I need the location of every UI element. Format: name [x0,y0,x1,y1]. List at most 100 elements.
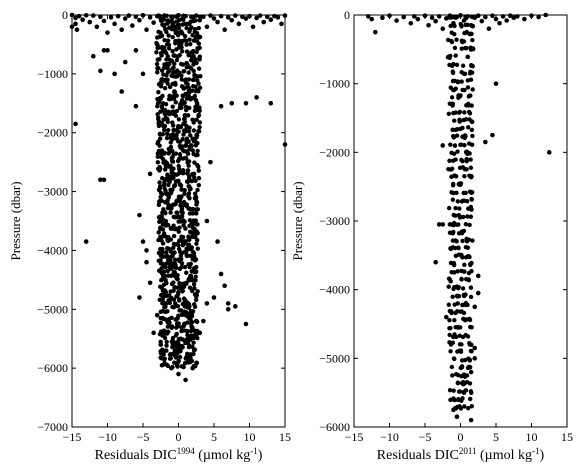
data-point [460,63,466,68]
data-point [158,109,163,114]
data-point [182,21,187,27]
data-point [463,190,468,196]
data-point [188,328,194,334]
data-point [451,396,456,401]
data-point [157,13,163,19]
data-point [179,73,184,78]
data-point [91,13,96,18]
data-point [185,160,190,165]
data-point [187,147,192,152]
data-point [466,254,472,259]
data-point [171,305,177,310]
data-point [189,222,194,227]
data-point [464,317,470,322]
data-point [446,205,452,211]
data-point [455,149,460,154]
data-point [467,189,473,194]
data-point [156,202,162,208]
data-point [151,20,156,25]
data-point [468,417,474,423]
data-point [465,245,471,250]
data-point [157,180,162,185]
data-point [450,70,456,76]
data-point [157,131,163,137]
data-point [467,222,472,228]
data-point [275,15,281,20]
data-point [158,355,163,360]
data-point [173,29,178,34]
data-point [369,16,375,22]
data-point [166,182,171,188]
data-point [459,398,464,403]
data-point [161,300,166,305]
data-point [162,62,167,67]
data-point [191,128,197,133]
data-point [185,300,190,305]
x-tick-label: 10 [526,430,538,444]
data-point [156,29,161,35]
data-point [175,72,181,78]
data-point [191,68,196,74]
data-point [182,241,187,246]
data-point [211,16,217,21]
data-point [168,210,173,215]
y-axis-label: Pressure (dbar) [8,181,23,260]
data-point [454,37,459,42]
data-point [194,241,199,246]
data-point [450,373,455,378]
data-point [191,151,196,157]
data-point [183,107,189,113]
data-point [162,335,168,341]
data-point [147,15,153,20]
data-point [459,24,464,29]
data-point [458,126,463,132]
data-point [182,312,187,317]
data-point [215,239,220,244]
data-point [454,414,460,420]
data-point [166,257,171,262]
data-point [387,13,392,18]
data-point [98,177,103,183]
data-point [164,13,169,18]
data-point [196,89,201,94]
data-point [164,29,169,35]
data-point [164,163,170,168]
data-point [185,84,190,90]
data-point [167,111,172,117]
data-point [196,66,202,71]
data-point [182,116,187,121]
data-point [469,404,475,409]
data-point [184,281,189,286]
data-point [229,100,235,106]
y-tick-label: 0 [344,8,350,22]
data-point [164,250,169,255]
data-point [164,331,170,336]
y-tick-label: −1000 [319,77,350,91]
data-point [453,157,458,162]
data-point [466,103,471,108]
x-tick-label: 10 [244,430,256,444]
data-point [172,257,178,263]
data-point [233,304,238,309]
data-point [192,292,198,297]
data-point [184,246,189,251]
data-point [490,132,495,138]
data-point [472,304,478,310]
y-tick-label: 0 [62,8,68,22]
data-point [455,301,460,306]
data-point [191,265,197,271]
data-point [454,293,460,298]
data-point [177,166,182,172]
data-point [189,54,195,59]
data-point [177,182,183,187]
data-point [161,269,167,274]
data-point [174,331,179,337]
data-point [187,285,193,290]
data-point [163,191,168,196]
x-axis-label-part: (µmol kg [477,448,533,463]
data-point [108,15,114,20]
data-point [155,154,161,160]
data-point [170,14,175,20]
y-tick-label: −2000 [319,145,350,159]
data-point [279,21,284,27]
